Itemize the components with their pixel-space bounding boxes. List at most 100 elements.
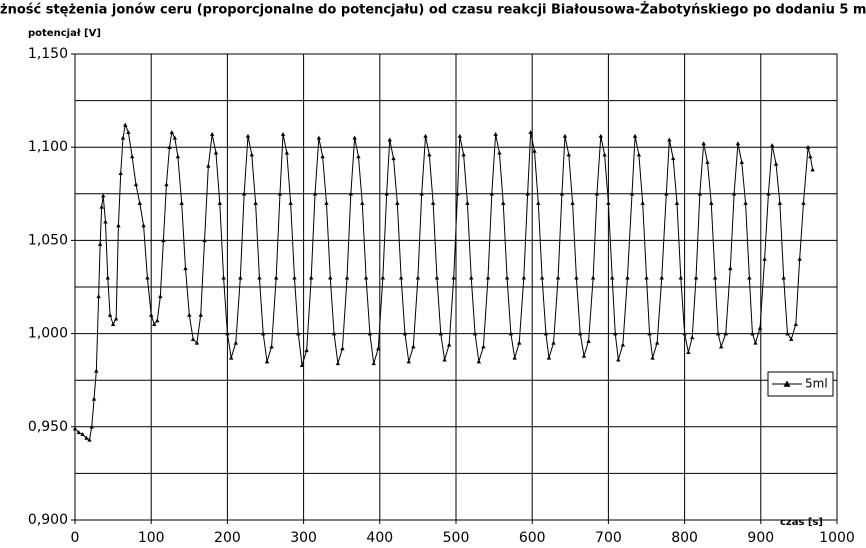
- data-point: [430, 200, 436, 205]
- data-point: [555, 275, 561, 280]
- x-tick-label: 100: [138, 530, 165, 546]
- data-point: [137, 200, 142, 205]
- y-axis-label: potencjał [V]: [28, 28, 101, 39]
- y-tick-label: 1,100: [28, 139, 68, 155]
- y-tick-label: 0,950: [28, 419, 68, 435]
- data-point: [344, 275, 350, 280]
- data-point: [149, 312, 154, 317]
- data-point: [469, 275, 474, 280]
- data-point: [644, 275, 649, 280]
- data-point: [551, 340, 556, 345]
- data-point: [461, 152, 466, 157]
- data-point: [145, 275, 150, 280]
- data-point: [169, 130, 174, 135]
- data-point: [616, 357, 621, 362]
- data-point: [110, 322, 116, 327]
- data-point: [465, 200, 470, 205]
- data-point: [376, 346, 381, 351]
- data-point: [735, 141, 741, 146]
- data-point: [158, 294, 163, 299]
- data-point: [406, 359, 411, 364]
- data-point: [586, 338, 591, 343]
- data-point: [94, 368, 99, 373]
- x-tick-label: 300: [290, 530, 317, 546]
- data-point: [773, 161, 779, 166]
- data-point: [504, 275, 510, 280]
- data-point: [360, 200, 365, 205]
- data-point: [284, 150, 290, 155]
- data-point: [808, 154, 813, 159]
- data-point: [299, 363, 305, 368]
- data-point: [209, 131, 215, 136]
- data-point: [501, 200, 506, 205]
- data-point: [76, 430, 82, 435]
- data-point: [602, 152, 607, 157]
- data-point: [697, 191, 703, 196]
- legend: 5ml: [767, 371, 834, 397]
- data-point: [380, 275, 386, 280]
- data-point: [762, 256, 767, 261]
- data-point: [731, 191, 737, 196]
- data-point: [161, 238, 166, 243]
- data-point: [155, 318, 160, 323]
- data-point: [277, 191, 283, 196]
- data-point: [103, 219, 108, 224]
- data-point: [172, 135, 178, 140]
- data-point: [97, 241, 103, 246]
- data-point: [667, 137, 672, 142]
- data-point: [743, 200, 748, 205]
- x-tick-label: 500: [443, 530, 470, 546]
- data-point: [320, 154, 325, 159]
- data-point: [566, 152, 571, 157]
- data-point: [133, 182, 139, 187]
- data-point: [167, 145, 172, 149]
- data-point: [442, 357, 447, 362]
- data-point: [348, 191, 354, 196]
- data-point: [693, 275, 699, 280]
- data-point: [654, 340, 660, 345]
- data-point: [371, 361, 376, 366]
- data-point: [352, 135, 357, 140]
- data-point: [331, 331, 337, 336]
- data-point: [521, 275, 527, 280]
- data-point: [455, 191, 460, 196]
- data-point: [194, 340, 200, 345]
- data-point: [709, 200, 714, 205]
- x-tick-label: 0: [71, 530, 80, 546]
- data-point: [253, 200, 258, 205]
- data-point: [423, 133, 428, 138]
- data-point: [629, 191, 635, 196]
- data-point: [777, 200, 783, 205]
- data-point: [363, 275, 369, 280]
- data-point: [202, 238, 207, 243]
- data-point: [264, 359, 270, 364]
- data-point: [80, 432, 85, 437]
- data-point: [625, 275, 630, 280]
- data-point: [670, 156, 676, 161]
- y-tick-label: 1,050: [28, 232, 68, 248]
- data-point: [356, 154, 361, 159]
- data-point: [328, 275, 333, 280]
- legend-marker: [783, 380, 791, 387]
- data-point: [126, 130, 131, 135]
- data-point: [141, 223, 146, 228]
- data-point: [233, 340, 238, 345]
- data-point: [116, 223, 121, 228]
- data-point: [570, 200, 575, 205]
- data-point: [805, 145, 811, 149]
- data-point: [801, 200, 806, 205]
- data-point: [559, 191, 565, 196]
- x-tick-label: 700: [595, 530, 622, 546]
- data-point: [118, 171, 123, 176]
- data-point: [269, 344, 274, 349]
- data-point: [664, 191, 669, 196]
- x-tick-label: 600: [519, 530, 546, 546]
- data-point: [229, 355, 234, 360]
- data-point: [238, 275, 243, 280]
- data-point: [797, 256, 802, 261]
- data-point: [123, 122, 128, 127]
- plot-frame: [74, 53, 838, 521]
- data-point: [187, 312, 192, 317]
- data-point: [384, 191, 389, 196]
- data-point: [632, 133, 638, 138]
